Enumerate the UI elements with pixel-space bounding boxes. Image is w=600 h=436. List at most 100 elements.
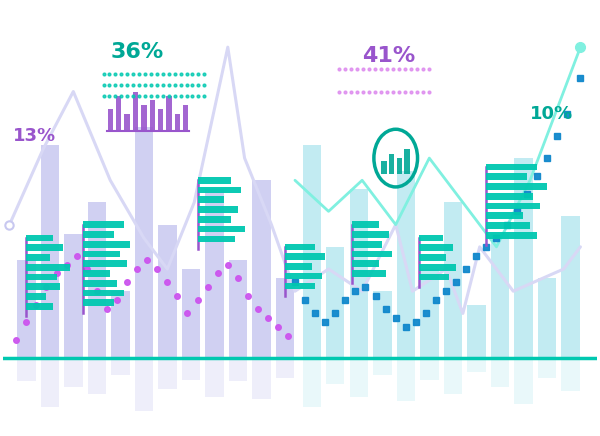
Bar [134,127,153,358]
Bar [83,241,130,248]
Bar [149,100,155,132]
Text: 13%: 13% [13,127,56,145]
Bar [166,96,172,132]
Bar [397,171,415,358]
Bar [285,263,312,270]
Bar [83,270,110,277]
Bar [352,260,379,267]
Bar [419,235,443,241]
Bar [350,360,368,397]
Bar [467,360,485,372]
Bar [373,291,392,358]
Bar [197,197,224,203]
Bar [83,280,117,286]
Bar [350,189,368,358]
Bar [83,221,124,228]
Bar [17,260,35,358]
Bar [419,245,453,251]
Bar [420,360,439,379]
Bar [158,225,176,358]
Bar [373,360,392,375]
Bar [158,109,163,132]
Bar [26,293,46,300]
Bar [487,174,527,180]
Bar [26,283,60,290]
Bar [197,187,241,194]
Bar [404,149,410,174]
Bar [561,216,580,358]
Bar [252,360,271,399]
Bar [487,193,533,200]
Bar [41,145,59,358]
Bar [487,222,530,229]
Bar [561,360,580,391]
Bar [491,234,509,358]
Bar [467,304,485,358]
Bar [229,360,247,382]
Bar [124,114,130,132]
Bar [26,254,50,261]
Bar [487,164,537,170]
Bar [487,232,537,238]
Bar [197,177,231,184]
Bar [182,360,200,379]
Bar [111,291,130,358]
Bar [420,269,439,358]
Bar [205,189,224,358]
Bar [326,360,344,385]
Bar [83,290,124,296]
Bar [419,254,446,261]
Bar [26,245,63,251]
Bar [141,105,146,132]
Bar [111,360,130,375]
Bar [197,216,231,223]
Bar [285,273,322,279]
Bar [252,180,271,358]
Bar [352,251,392,257]
Bar [197,235,235,242]
Bar [285,244,315,250]
Bar [514,360,533,404]
Bar [487,203,540,209]
Text: 41%: 41% [362,46,415,66]
Bar [275,360,294,378]
Bar [352,241,382,248]
Bar [107,109,113,132]
Bar [64,234,83,358]
Bar [133,92,138,132]
Bar [116,96,121,132]
Bar [302,360,321,407]
Bar [538,278,556,358]
Bar [197,206,238,213]
Bar [302,145,321,358]
Bar [381,161,386,174]
Bar [419,264,456,271]
Bar [41,360,59,407]
Bar [182,269,200,358]
Bar [26,264,70,271]
Bar [275,278,294,358]
Bar [397,158,402,174]
Bar [88,202,106,358]
Bar [83,300,113,306]
Bar [88,360,106,394]
Bar [205,360,224,397]
Bar [443,202,462,358]
Bar [83,260,127,267]
Bar [443,360,462,394]
Bar [64,360,83,387]
Bar [487,183,547,190]
Text: 10%: 10% [530,105,573,123]
Bar [83,231,113,238]
Bar [352,221,379,228]
Bar [491,360,509,387]
Bar [326,247,344,358]
Bar [419,274,449,280]
Text: 36%: 36% [110,41,163,61]
Bar [352,270,386,277]
Bar [175,114,180,132]
Bar [183,105,188,132]
Bar [158,360,176,389]
Bar [26,235,53,241]
Bar [26,303,53,310]
